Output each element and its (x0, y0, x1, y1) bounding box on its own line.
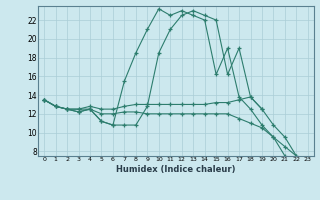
X-axis label: Humidex (Indice chaleur): Humidex (Indice chaleur) (116, 165, 236, 174)
